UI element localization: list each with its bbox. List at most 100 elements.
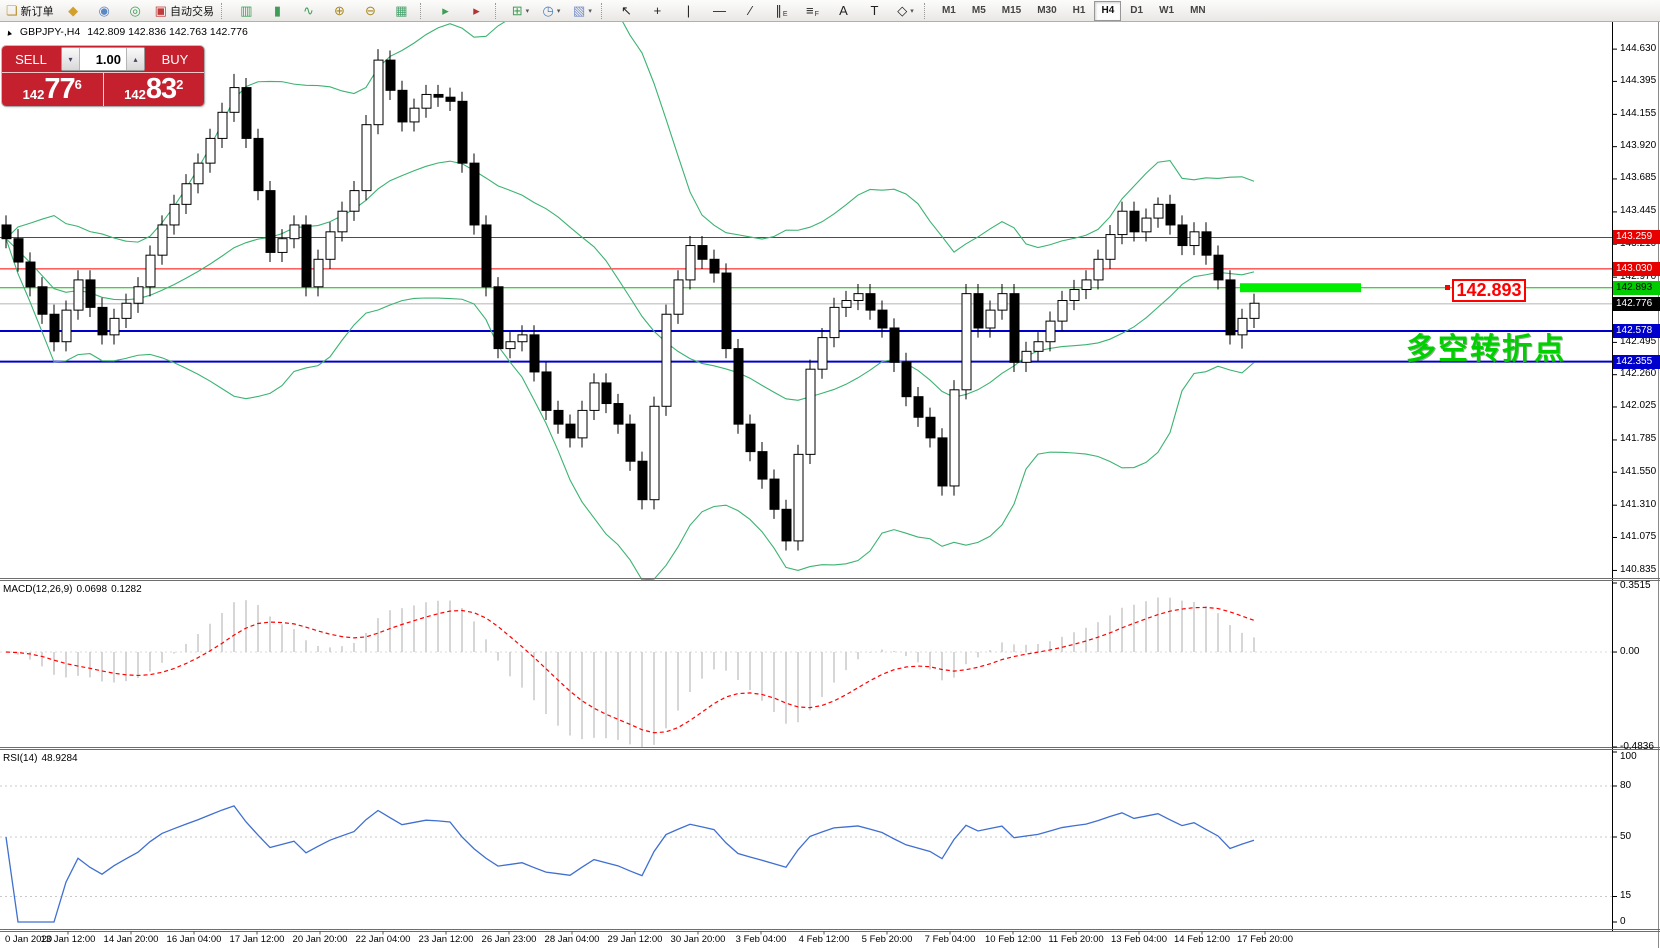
- volume-input[interactable]: 1.00: [95, 51, 121, 67]
- toolbar-separator[interactable]: [419, 2, 427, 19]
- new-chart-button[interactable]: ⊞ ▾: [505, 0, 536, 22]
- candlestick-chart-button[interactable]: ▮: [262, 0, 293, 22]
- line-chart-button[interactable]: ∿: [293, 0, 324, 22]
- sell-price-display[interactable]: 142 77 6: [2, 73, 103, 106]
- vertical-line-icon: |: [686, 2, 691, 18]
- community-button[interactable]: ◉: [89, 0, 120, 22]
- price-line-badge: 142.893: [1613, 280, 1660, 295]
- trade-panel-top-row: SELL ▾ 1.00 ▴ BUY: [2, 46, 204, 72]
- dropdown-caret-icon: ▾: [525, 7, 530, 15]
- fibonacci-button[interactable]: ≡ F: [797, 0, 828, 22]
- trendline-button[interactable]: ∕: [735, 0, 766, 22]
- toolbar-separator[interactable]: [494, 2, 502, 19]
- time-tick-label: 16 Jan 04:00: [166, 934, 222, 945]
- trade-panel-price-row: 142 77 6 142 83 2: [2, 72, 204, 106]
- symbol-info: ▲ GBPJPY-,H4 142.809 142.836 142.763 142…: [4, 26, 248, 38]
- time-tick-label: 7 Feb 04:00: [924, 934, 976, 945]
- price-tick-label: 140.835: [1620, 563, 1657, 575]
- community-icon: ◉: [98, 2, 110, 18]
- toolbar-separator[interactable]: [923, 2, 931, 19]
- macd-name: MACD(12,26,9): [3, 584, 73, 595]
- hline-drag-handle[interactable]: [1445, 285, 1450, 291]
- cursor-button[interactable]: ↖: [611, 0, 642, 22]
- price-tick-label: 141.075: [1620, 530, 1657, 542]
- volume-stepper: ▾ 1.00 ▴: [61, 47, 145, 71]
- price-line-badge: 143.030: [1613, 261, 1660, 276]
- macd-axis-label: -0.4836: [1620, 740, 1654, 752]
- arrows-icon: ◇: [897, 2, 908, 18]
- timeframe-h4[interactable]: H4: [1094, 0, 1122, 21]
- templates-button[interactable]: ▧ ▾: [567, 0, 598, 22]
- new-order-button[interactable]: ❏ 新订单: [2, 0, 58, 22]
- timeframe-m1[interactable]: M1: [941, 5, 956, 16]
- symbol-title: GBPJPY-,H4: [19, 26, 81, 38]
- crosshair-icon: +: [653, 2, 662, 18]
- hline-price-label[interactable]: 142.893: [1452, 279, 1526, 302]
- time-tick-label: 13 Feb 04:00: [1111, 934, 1167, 945]
- rsi-indicator-label: RSI(14) 48.9284: [3, 753, 82, 764]
- text-label-button[interactable]: T: [859, 0, 890, 22]
- time-tick-label: 29 Jan 12:00: [607, 934, 663, 945]
- price-tick-label: 141.550: [1620, 465, 1657, 477]
- price-tick-label: 144.395: [1620, 74, 1657, 86]
- toolbar-separator[interactable]: [600, 2, 608, 19]
- volume-increase-button[interactable]: ▴: [126, 48, 144, 70]
- timeframe-mn[interactable]: MN: [1190, 5, 1206, 16]
- toolbar-separator[interactable]: [220, 2, 228, 19]
- buy-price-point: 2: [176, 76, 184, 92]
- signals-button[interactable]: ◎: [120, 0, 151, 22]
- timeframe-m5[interactable]: M5: [971, 5, 986, 16]
- time-tick-label: 26 Jan 23:00: [481, 934, 537, 945]
- buy-price-base: 142: [124, 86, 146, 102]
- horizontal-line-button[interactable]: —: [704, 0, 735, 22]
- zoom-in-button[interactable]: ⊕: [324, 0, 355, 22]
- sell-price-point: 6: [74, 76, 82, 92]
- timeframe-m15[interactable]: M15: [1001, 5, 1022, 16]
- volume-decrease-button[interactable]: ▾: [62, 48, 80, 70]
- autotrading-button[interactable]: ▣ 自动交易: [151, 0, 218, 22]
- rsi-name: RSI(14): [3, 753, 38, 764]
- macd-axis-label: 0.3515: [1620, 580, 1651, 591]
- buy-price-display[interactable]: 142 83 2: [102, 73, 205, 106]
- price-tick-label: 143.920: [1620, 140, 1657, 152]
- profiles-button[interactable]: ◷ ▾: [536, 0, 567, 22]
- equidistant-channel-button[interactable]: ∥ E: [766, 0, 797, 22]
- timeframe-d1[interactable]: D1: [1130, 5, 1144, 16]
- rsi-axis-label: 80: [1620, 779, 1632, 791]
- bar-chart-button[interactable]: ▥: [231, 0, 262, 22]
- zoom-out-button[interactable]: ⊖: [355, 0, 386, 22]
- macd-main-value: 0.0698: [76, 584, 108, 595]
- time-tick-label: 10 Feb 12:00: [985, 934, 1041, 945]
- rsi-axis-label: 100: [1620, 751, 1637, 762]
- time-tick-label: 22 Jan 04:00: [355, 934, 411, 945]
- autotrading-icon: ▣: [154, 2, 167, 18]
- new-chart-icon: ⊞: [511, 2, 523, 18]
- chart-stack-button[interactable]: ◆: [58, 0, 89, 22]
- text-button[interactable]: A: [828, 0, 859, 22]
- vertical-line-button[interactable]: |: [673, 0, 704, 22]
- arrows-button[interactable]: ◇ ▾: [890, 0, 921, 22]
- buy-button[interactable]: BUY: [161, 51, 189, 67]
- timeframe-w1[interactable]: W1: [1159, 5, 1175, 16]
- time-tick-label: 30 Jan 20:00: [670, 934, 726, 945]
- chart-shift-button[interactable]: ▸: [461, 0, 492, 22]
- sell-price-base: 142: [22, 86, 45, 102]
- profiles-icon: ◷: [542, 2, 554, 18]
- text-icon: A: [839, 2, 848, 18]
- tile-windows-button[interactable]: ▦: [386, 0, 417, 22]
- time-tick-label: 14 Feb 12:00: [1174, 934, 1230, 945]
- one-click-trading-panel: SELL ▾ 1.00 ▴ BUY 142 77 6 142 83 2: [2, 46, 204, 106]
- time-tick-label: 13 Jan 12:00: [40, 934, 96, 945]
- timeframe-h1[interactable]: H1: [1072, 5, 1086, 16]
- sell-button[interactable]: SELL: [15, 51, 47, 67]
- zoom-in-icon: ⊕: [334, 2, 345, 18]
- price-line-badge: 142.355: [1613, 354, 1660, 369]
- rsi-axis-label: 15: [1620, 890, 1632, 901]
- tile-windows-icon: ▦: [395, 2, 408, 18]
- timeframe-m30[interactable]: M30: [1037, 5, 1057, 16]
- auto-scroll-button[interactable]: ▸: [430, 0, 461, 22]
- time-tick-label: 23 Jan 12:00: [418, 934, 474, 945]
- crosshair-button[interactable]: +: [642, 0, 673, 22]
- time-tick-label: 11 Feb 20:00: [1048, 934, 1104, 945]
